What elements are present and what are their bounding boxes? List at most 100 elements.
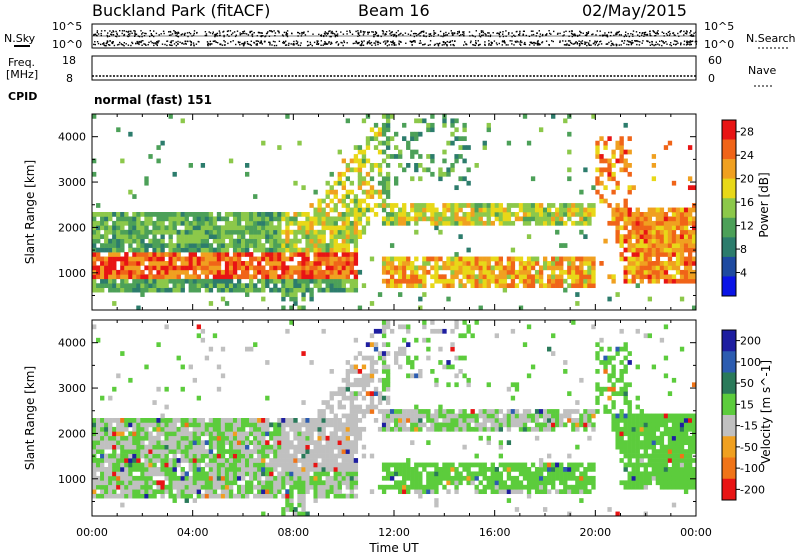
nsearch-dot <box>367 41 370 43</box>
nsearch-dot <box>369 42 371 44</box>
velocity-cell <box>369 355 375 361</box>
velocity-cell <box>120 440 125 446</box>
velocity-cell <box>341 462 346 468</box>
nsearch-dot <box>282 40 285 43</box>
velocity-cell <box>277 484 282 490</box>
power-cell <box>555 278 560 284</box>
velocity-cell <box>253 435 258 441</box>
power-cell <box>321 234 326 240</box>
power-cell <box>478 261 483 266</box>
power-cell <box>269 256 274 262</box>
power-cell <box>337 247 342 253</box>
power-cell <box>124 212 129 217</box>
velocity-cell <box>176 489 181 495</box>
nsky-dot <box>478 33 481 35</box>
velocity-cell <box>381 462 387 468</box>
power-cell <box>104 283 109 289</box>
power-cell <box>671 207 677 213</box>
velocity-cell <box>345 395 351 401</box>
velocity-cell <box>357 409 363 414</box>
power-cell <box>333 261 338 266</box>
velocity-cell <box>156 440 161 446</box>
nsky-dot <box>271 30 273 33</box>
power-cell <box>269 252 274 257</box>
power-cell <box>394 220 399 226</box>
velocity-cell <box>216 480 222 486</box>
power-cell <box>212 261 218 266</box>
power-cell <box>100 212 105 217</box>
velocity-cell <box>257 422 262 428</box>
velocity-cell <box>204 480 210 486</box>
velocity-cell <box>305 475 310 481</box>
nsky-dot <box>586 33 588 35</box>
nsky-dot <box>686 31 688 33</box>
power-cell <box>406 283 411 289</box>
nsky-dot <box>394 33 396 36</box>
power-cell <box>257 256 262 262</box>
velocity-cell <box>196 431 202 437</box>
velocity-cell <box>128 418 133 423</box>
power-cell <box>454 118 459 124</box>
velocity-cell <box>329 369 334 374</box>
power-cell <box>337 269 342 275</box>
power-cell <box>192 229 197 235</box>
power-cell <box>542 261 548 266</box>
velocity-cell <box>176 475 181 481</box>
power-cell <box>156 278 161 284</box>
power-cell <box>136 305 141 311</box>
velocity-cell <box>132 480 137 486</box>
velocity-cell <box>200 328 206 334</box>
nsky-dot <box>349 30 351 32</box>
nsky-dot <box>326 33 329 35</box>
nsky-dot <box>334 35 337 38</box>
nsearch-dot <box>490 44 493 46</box>
velocity-cell <box>261 444 266 450</box>
velocity-cell <box>140 431 145 437</box>
power-cell <box>341 212 346 217</box>
power-cell <box>474 283 479 289</box>
velocity-cell <box>245 484 250 490</box>
power-cell <box>212 229 218 235</box>
velocity-cell <box>369 409 375 414</box>
velocity-cell <box>281 507 286 512</box>
velocity-cell <box>317 444 322 450</box>
velocity-cell <box>245 449 250 454</box>
velocity-cell <box>341 431 346 437</box>
power-cell <box>249 216 254 222</box>
power-cell <box>220 256 226 262</box>
velocity-cell <box>92 462 97 468</box>
velocity-cell <box>220 458 226 463</box>
nsky-dot <box>286 33 289 35</box>
velocity-cell <box>293 458 298 463</box>
power-cell <box>611 207 616 213</box>
velocity-cell <box>148 475 153 481</box>
power-cell <box>108 252 113 257</box>
power-cell <box>204 234 210 240</box>
power-cell <box>398 154 403 159</box>
power-cell <box>394 278 399 284</box>
power-cell <box>212 252 218 257</box>
power-cell <box>196 265 202 271</box>
velocity-cell <box>297 431 302 437</box>
power-cell <box>349 198 355 204</box>
velocity-cell <box>132 435 137 441</box>
nsky-dot <box>301 33 303 35</box>
power-cell <box>635 261 640 266</box>
velocity-cell <box>369 373 375 379</box>
power-cell <box>152 287 157 293</box>
power-cell <box>671 180 677 186</box>
velocity-cell <box>180 449 185 454</box>
power-cell <box>128 247 133 253</box>
power-cell <box>506 207 512 213</box>
power-cell <box>538 278 544 284</box>
nsky-dot <box>327 32 329 34</box>
power-cell <box>245 252 250 257</box>
nsearch-dot <box>156 41 158 43</box>
power-cell <box>406 163 411 168</box>
power-cell <box>293 301 298 306</box>
power-cell <box>651 212 657 217</box>
power-cell <box>253 238 258 244</box>
power-cell <box>603 145 608 150</box>
power-cell <box>156 216 161 222</box>
velocity-cell <box>333 462 338 468</box>
